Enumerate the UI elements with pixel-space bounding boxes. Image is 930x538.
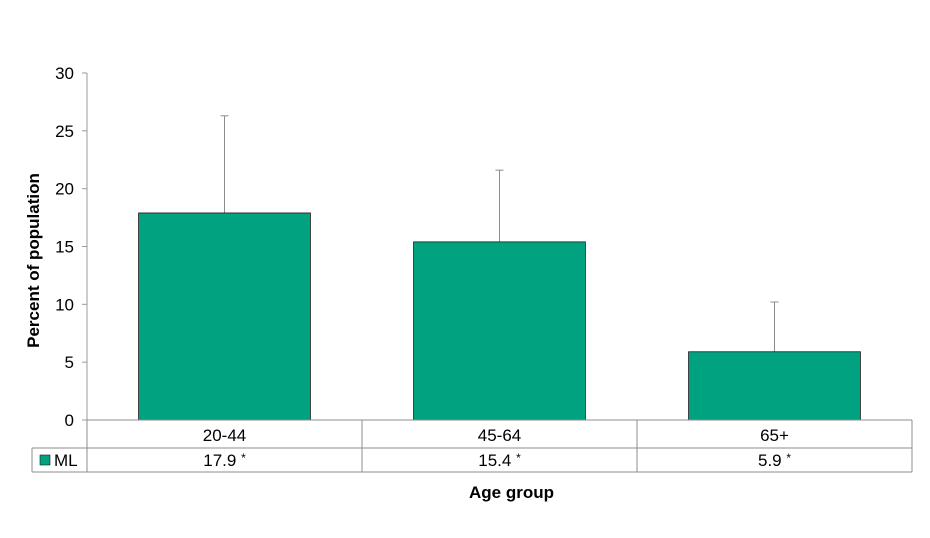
y-tick-label: 15 bbox=[55, 238, 74, 257]
y-axis-ticks: 0 5 10 15 20 25 30 bbox=[55, 64, 87, 430]
bars bbox=[138, 212, 861, 421]
data-label: 5.9 * bbox=[758, 451, 791, 470]
y-tick-label: 0 bbox=[65, 411, 74, 430]
x-category-label: 65+ bbox=[760, 426, 789, 445]
bar-20-44 bbox=[138, 212, 311, 421]
data-table: 20-44 45-64 65+ ML 17.9 * 15.4 * 5.9 * bbox=[31, 419, 913, 473]
legend-swatch bbox=[39, 454, 51, 466]
y-axis-title: Percent of population bbox=[24, 173, 43, 348]
bar-45-64 bbox=[413, 241, 586, 421]
x-category-label: 45-64 bbox=[478, 426, 521, 445]
x-category-label: 20-44 bbox=[203, 426, 246, 445]
y-tick-label: 5 bbox=[65, 353, 74, 372]
x-axis-title: Age group bbox=[469, 483, 554, 502]
y-tick-label: 20 bbox=[55, 180, 74, 199]
y-tick-label: 30 bbox=[55, 64, 74, 83]
significance-flag: * bbox=[516, 451, 521, 465]
data-label: 17.9 * bbox=[203, 451, 246, 470]
bar-65+ bbox=[688, 351, 861, 421]
significance-flag: * bbox=[786, 451, 791, 465]
y-tick-label: 25 bbox=[55, 122, 74, 141]
legend-label: ML bbox=[54, 451, 78, 470]
y-tick-label: 10 bbox=[55, 295, 74, 314]
significance-flag: * bbox=[241, 451, 246, 465]
data-label: 15.4 * bbox=[478, 451, 521, 470]
